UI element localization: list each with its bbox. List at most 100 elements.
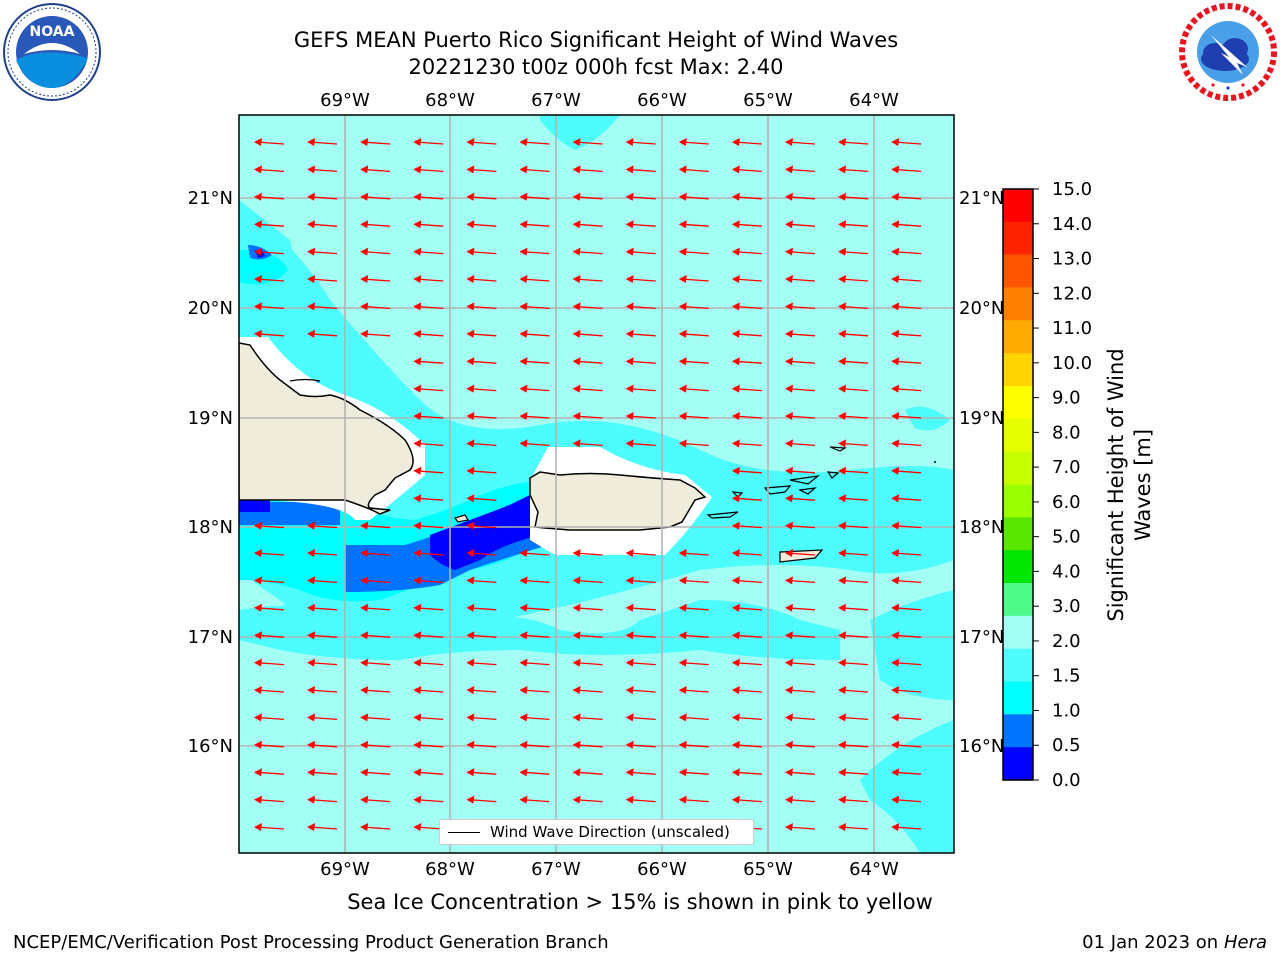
wind-wave-arrowhead bbox=[307, 686, 316, 694]
lat-label-left: 16°N bbox=[188, 736, 233, 757]
wind-wave-arrowhead bbox=[891, 576, 900, 585]
wind-wave-arrowhead bbox=[891, 466, 900, 475]
wind-wave-arrowhead bbox=[413, 658, 422, 667]
wind-wave-arrowhead bbox=[785, 658, 793, 667]
footer-credit: NCEP/EMC/Verification Post Processing Pr… bbox=[13, 932, 609, 953]
wind-wave-arrowhead bbox=[891, 192, 900, 201]
wind-wave-arrowhead bbox=[360, 603, 369, 612]
wind-wave-arrowhead bbox=[466, 357, 475, 366]
wind-wave-arrowhead bbox=[785, 686, 793, 694]
wind-wave-arrowhead bbox=[572, 220, 581, 229]
wind-wave-arrowhead bbox=[519, 220, 528, 229]
wind-wave-arrowhead bbox=[785, 220, 793, 229]
wind-wave-arrowhead bbox=[466, 439, 475, 448]
wind-wave-arrowhead bbox=[891, 631, 900, 640]
wind-wave-arrowhead bbox=[360, 220, 369, 229]
wind-wave-arrowhead bbox=[625, 138, 634, 146]
legend-line-swatch bbox=[448, 832, 480, 833]
wind-wave-arrowhead bbox=[413, 165, 422, 174]
wind-wave-arrowhead bbox=[785, 795, 793, 804]
wind-wave-arrowhead bbox=[254, 576, 262, 585]
wind-wave-arrowhead bbox=[785, 466, 793, 475]
wind-wave-arrowhead bbox=[360, 549, 369, 557]
colorbar bbox=[1003, 189, 1033, 781]
wind-wave-arrowhead bbox=[838, 138, 847, 146]
wind-wave-arrowhead bbox=[785, 740, 793, 749]
wind-wave-arrowhead bbox=[891, 658, 900, 667]
wind-wave-arrowhead bbox=[731, 494, 740, 503]
wind-wave-arrowhead bbox=[519, 247, 528, 256]
lat-label-left: 17°N bbox=[188, 627, 233, 648]
wind-wave-arrowhead bbox=[625, 713, 634, 722]
wind-wave-arrowhead bbox=[360, 768, 369, 777]
wind-wave-arrowhead bbox=[731, 795, 740, 804]
wind-wave-arrowhead bbox=[891, 165, 900, 174]
wind-wave-arrowhead bbox=[519, 192, 528, 201]
lon-label-top: 65°W bbox=[743, 90, 793, 111]
wind-wave-arrowhead bbox=[731, 165, 740, 174]
wind-wave-arrowhead bbox=[466, 329, 475, 338]
lon-label-bottom: 68°W bbox=[425, 859, 475, 880]
wind-wave-arrowhead bbox=[838, 384, 847, 393]
wind-wave-arrowhead bbox=[678, 165, 687, 174]
wind-wave-arrowhead bbox=[519, 412, 528, 420]
wind-wave-arrowhead bbox=[572, 686, 581, 694]
colorbar-frame bbox=[1002, 188, 1034, 781]
colorbar-segment bbox=[1003, 254, 1033, 289]
colorbar-tick-label: 8.0 bbox=[1052, 422, 1081, 443]
lon-label-top: 69°W bbox=[320, 90, 370, 111]
wind-wave-arrowhead bbox=[360, 521, 369, 530]
wind-wave-arrowhead bbox=[891, 603, 900, 612]
wind-wave-arrowhead bbox=[785, 302, 793, 311]
colorbar-tick-label: 4.0 bbox=[1052, 561, 1081, 582]
wind-wave-arrowhead bbox=[678, 658, 687, 667]
wind-wave-arrowhead bbox=[360, 795, 369, 804]
wind-wave-arrowhead bbox=[838, 576, 847, 585]
colorbar-segment bbox=[1003, 353, 1033, 387]
colorbar-segment bbox=[1003, 681, 1033, 715]
wind-wave-arrowhead bbox=[572, 192, 581, 201]
wind-wave-arrowhead bbox=[466, 686, 475, 694]
wind-wave-arrowhead bbox=[307, 768, 316, 777]
wind-wave-arrowhead bbox=[254, 247, 262, 256]
wind-wave-arrowhead bbox=[466, 220, 475, 229]
wind-wave-arrowhead bbox=[466, 384, 475, 393]
wind-wave-arrowhead bbox=[413, 686, 422, 694]
colorbar-tick-label: 13.0 bbox=[1052, 249, 1092, 270]
wind-wave-arrowhead bbox=[307, 631, 316, 640]
wind-wave-arrowhead bbox=[413, 603, 422, 612]
wind-wave-arrowhead bbox=[307, 138, 316, 146]
nws-logo bbox=[1179, 3, 1277, 101]
wind-wave-arrowhead bbox=[838, 740, 847, 749]
wind-wave-arrowhead bbox=[307, 823, 316, 831]
colorbar-tick-label: 6.0 bbox=[1052, 492, 1081, 513]
wind-wave-arrowhead bbox=[466, 631, 475, 640]
wind-wave-arrowhead bbox=[572, 603, 581, 612]
wind-wave-arrowhead bbox=[731, 603, 740, 612]
wind-wave-arrowhead bbox=[360, 686, 369, 694]
wind-wave-arrowhead bbox=[307, 549, 316, 557]
wind-wave-arrowhead bbox=[519, 686, 528, 694]
wind-wave-arrowhead bbox=[307, 275, 316, 283]
footer-date-text: 01 Jan 2023 on bbox=[1082, 932, 1224, 953]
wind-wave-arrowhead bbox=[413, 466, 422, 475]
lon-label-top: 67°W bbox=[531, 90, 581, 111]
wind-wave-arrowhead bbox=[413, 631, 422, 640]
wind-wave-arrowhead bbox=[307, 247, 316, 256]
wind-wave-arrowhead bbox=[413, 329, 422, 338]
wind-wave-arrowhead bbox=[360, 713, 369, 722]
wind-wave-arrowhead bbox=[678, 192, 687, 201]
wind-wave-arrowhead bbox=[625, 686, 634, 694]
wind-wave-arrowhead bbox=[891, 795, 900, 804]
wind-wave-arrowhead bbox=[838, 329, 847, 338]
wind-wave-arrowhead bbox=[625, 302, 634, 311]
wind-wave-arrowhead bbox=[731, 192, 740, 201]
wind-wave-arrowhead bbox=[731, 275, 740, 283]
wind-wave-arrowhead bbox=[838, 658, 847, 667]
wind-wave-arrowhead bbox=[360, 329, 369, 338]
wind-wave-arrowhead bbox=[572, 576, 581, 585]
wind-wave-arrowhead bbox=[307, 603, 316, 612]
wind-wave-arrowhead bbox=[678, 713, 687, 722]
wind-wave-arrowhead bbox=[731, 138, 740, 146]
wind-wave-arrowhead bbox=[307, 795, 316, 804]
